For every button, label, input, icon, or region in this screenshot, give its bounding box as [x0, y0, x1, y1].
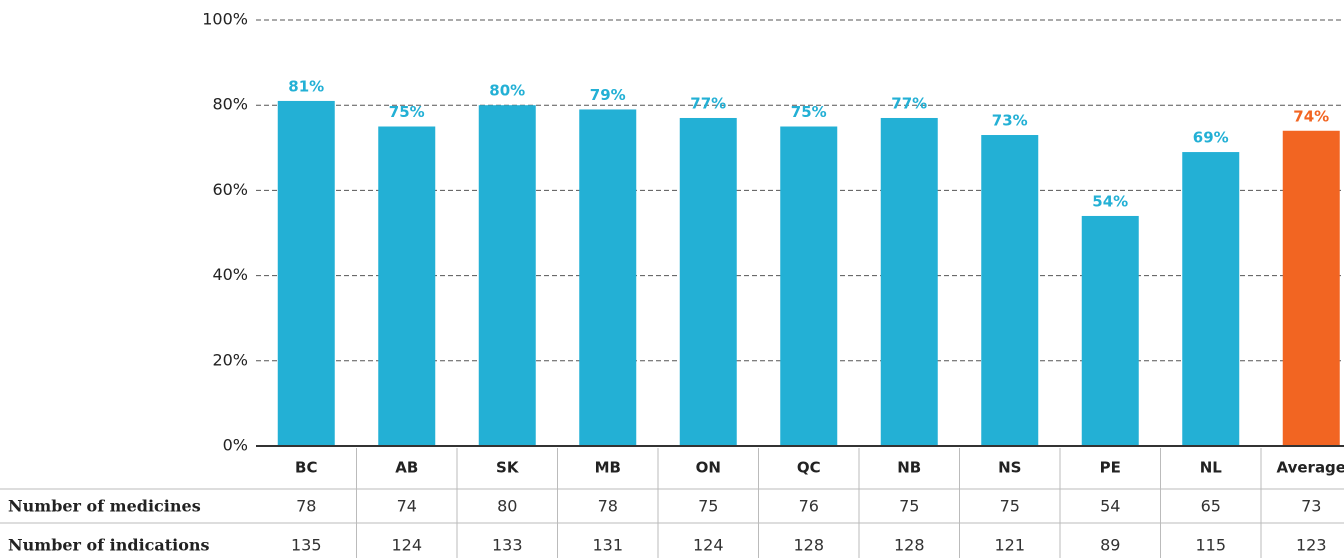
bar: [579, 109, 637, 447]
table-cell: 115: [1195, 536, 1226, 555]
y-tick-label: 0%: [223, 436, 248, 455]
data-label: 79%: [590, 86, 626, 104]
table-cell: 131: [592, 536, 623, 555]
x-tick-label: NL: [1200, 459, 1223, 477]
y-tick-label: 60%: [212, 180, 248, 199]
row-label: Number of medicines: [8, 497, 201, 516]
bar: [880, 117, 938, 446]
table-cell: 123: [1296, 536, 1327, 555]
table-cell: 78: [296, 497, 316, 516]
table-cell: 73: [1301, 497, 1321, 516]
table-cell: 80: [497, 497, 517, 516]
table-cell: 128: [793, 536, 824, 555]
x-tick-label: Average: [1277, 459, 1344, 477]
bar: [277, 100, 335, 446]
table-cell: 124: [391, 536, 422, 555]
bar: [478, 105, 536, 446]
bar: [1081, 215, 1139, 446]
bar: [981, 135, 1039, 446]
bar: [378, 126, 436, 446]
data-label: 75%: [389, 103, 425, 121]
data-label: 69%: [1193, 129, 1229, 147]
x-tick-label: MB: [595, 459, 621, 477]
x-tick-label: QC: [797, 459, 821, 477]
y-tick-label: 80%: [212, 95, 248, 114]
table-cell: 124: [693, 536, 724, 555]
data-label: 73%: [992, 112, 1028, 130]
table-cell: 74: [397, 497, 417, 516]
table-cell: 78: [598, 497, 618, 516]
y-tick-label: 40%: [212, 265, 248, 284]
y-tick-label: 100%: [202, 10, 248, 29]
table-cell: 128: [894, 536, 925, 555]
x-tick-label: AB: [395, 459, 418, 477]
x-tick-label: NS: [998, 459, 1021, 477]
table-cell: 89: [1100, 536, 1120, 555]
data-label: 77%: [690, 94, 726, 112]
table-cell: 135: [291, 536, 322, 555]
x-tick-label: ON: [696, 459, 721, 477]
bar: [679, 117, 737, 446]
x-tick-label: BC: [295, 459, 317, 477]
data-label: 75%: [791, 103, 827, 121]
data-label: 80%: [489, 82, 525, 100]
data-label: 77%: [891, 94, 927, 112]
table-cell: 75: [698, 497, 718, 516]
data-label: 81%: [288, 77, 324, 95]
bar: [1182, 152, 1240, 446]
bar: [1282, 130, 1340, 446]
bar: [780, 126, 838, 446]
table-cell: 75: [899, 497, 919, 516]
x-tick-label: SK: [496, 459, 520, 477]
table-cell: 76: [799, 497, 819, 516]
row-label: Number of indications: [8, 536, 210, 555]
data-label: 54%: [1092, 192, 1128, 210]
y-tick-label: 20%: [212, 350, 248, 369]
table-cell: 133: [492, 536, 523, 555]
table-cell: 65: [1201, 497, 1221, 516]
x-tick-label: NB: [897, 459, 921, 477]
x-tick-label: PE: [1100, 459, 1121, 477]
data-label: 74%: [1293, 107, 1329, 125]
table-cell: 75: [1000, 497, 1020, 516]
table-cell: 121: [994, 536, 1025, 555]
table-cell: 54: [1100, 497, 1120, 516]
